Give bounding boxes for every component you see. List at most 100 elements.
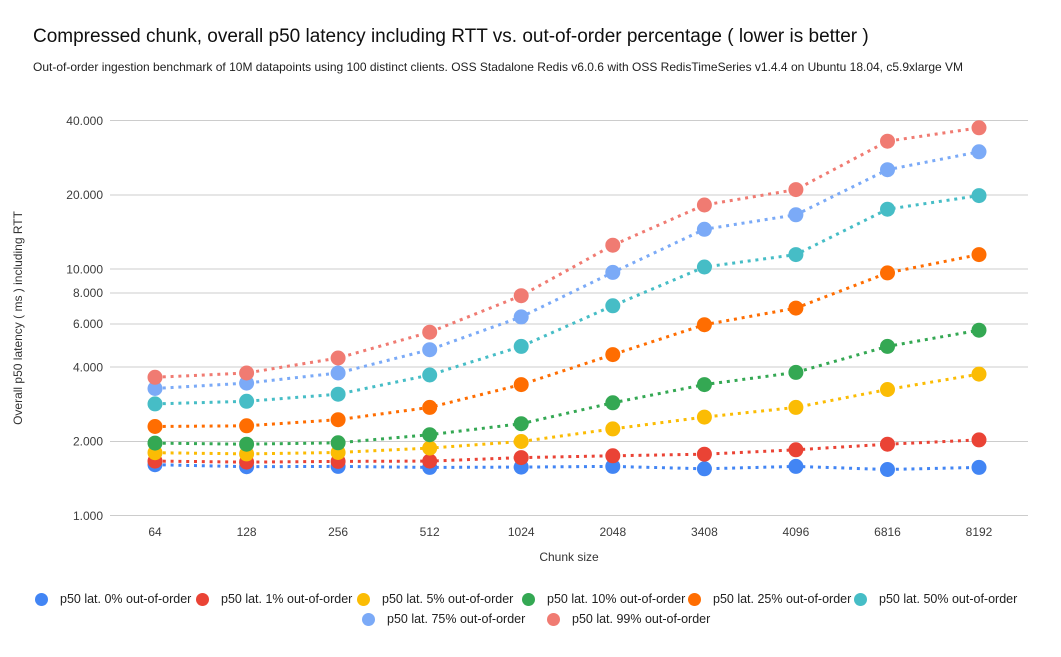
data-point[interactable] [330,435,346,451]
data-point[interactable] [696,317,712,333]
data-point[interactable] [422,453,438,469]
data-point[interactable] [971,144,987,160]
legend-dot-5pct-icon [357,592,370,606]
data-point[interactable] [513,309,529,325]
data-point[interactable] [605,264,621,280]
legend-item-99pct: p50 lat. 99% out-of-order [547,612,710,626]
data-point[interactable] [147,396,163,412]
legend-label: p50 lat. 99% out-of-order [572,612,711,626]
data-point[interactable] [971,459,987,475]
data-point[interactable] [788,399,804,415]
data-point[interactable] [147,419,163,434]
legend-item-25pct: p50 lat. 25% out-of-order [688,592,851,606]
data-point[interactable] [605,458,621,474]
data-point[interactable] [788,247,804,263]
data-point[interactable] [788,182,804,198]
data-point[interactable] [239,365,255,381]
data-point[interactable] [330,350,346,366]
data-point[interactable] [605,347,621,363]
data-point[interactable] [696,461,712,477]
x-tick-label: 64 [148,525,162,539]
data-point[interactable] [880,265,895,281]
data-point[interactable] [696,259,712,275]
x-axis-title: Chunk size [539,550,599,564]
data-point[interactable] [971,432,987,448]
data-point[interactable] [422,427,438,443]
data-point[interactable] [605,395,621,411]
data-point[interactable] [513,416,529,432]
data-point[interactable] [513,450,529,466]
legend-label: p50 lat. 5% out-of-order [382,592,514,606]
legend-label: p50 lat. 75% out-of-order [387,612,526,626]
series-line [154,463,980,472]
data-point[interactable] [330,365,346,381]
data-point[interactable] [880,201,895,217]
data-point[interactable] [696,409,712,425]
data-point[interactable] [513,377,529,393]
data-point[interactable] [147,381,163,396]
legend-label: p50 lat. 0% out-of-order [60,592,192,606]
data-point[interactable] [880,382,895,397]
data-point[interactable] [971,247,987,263]
legend-item-0pct: p50 lat. 0% out-of-order [35,592,191,606]
series-line [154,253,980,428]
data-point[interactable] [880,462,895,477]
data-point[interactable] [971,120,987,136]
y-tick-label: 1.000 [73,509,103,523]
y-tick-label: 40.000 [66,114,103,128]
series-line [154,438,980,464]
data-point[interactable] [239,393,255,409]
data-point[interactable] [696,446,712,462]
data-point[interactable] [971,366,987,382]
data-point[interactable] [239,436,255,452]
chart-subtitle: Out-of-order ingestion benchmark of 10M … [33,60,964,74]
data-point[interactable] [605,237,621,253]
x-tick-label: 8192 [966,525,993,539]
data-point[interactable] [330,412,346,428]
data-point[interactable] [880,338,895,354]
data-point[interactable] [788,458,804,474]
data-point[interactable] [880,133,895,149]
data-point[interactable] [422,367,438,383]
legend-item-5pct: p50 lat. 5% out-of-order [357,592,513,606]
data-point[interactable] [788,442,804,458]
y-tick-label: 2.000 [73,435,103,449]
data-point[interactable] [696,377,712,393]
data-point[interactable] [971,188,987,204]
data-point[interactable] [971,322,987,338]
data-point[interactable] [605,448,621,464]
data-point[interactable] [422,342,438,358]
data-point[interactable] [696,197,712,213]
data-point[interactable] [880,436,895,452]
y-tick-label: 4.000 [73,360,103,374]
y-tick-label: 10.000 [66,262,103,276]
data-point[interactable] [513,288,529,304]
data-point[interactable] [513,434,529,449]
y-tick-label: 20.000 [66,188,103,202]
data-point[interactable] [605,298,621,314]
x-tick-label: 3408 [691,525,718,539]
data-point[interactable] [788,364,804,380]
data-point[interactable] [513,338,529,354]
data-point[interactable] [147,369,163,385]
x-tick-label: 512 [420,525,440,539]
x-tick-label: 256 [328,525,348,539]
legend-item-75pct: p50 lat. 75% out-of-order [362,612,525,626]
data-point[interactable] [880,162,895,178]
data-point[interactable] [788,300,804,316]
data-point[interactable] [422,440,438,456]
x-tick-label: 6816 [874,525,901,539]
y-tick-label: 6.000 [73,317,103,331]
data-point[interactable] [147,435,163,451]
series-line [154,328,980,446]
legend-dot-50pct-icon [854,592,867,606]
data-point[interactable] [239,418,255,434]
data-point[interactable] [696,221,712,237]
data-point[interactable] [788,207,804,223]
data-point[interactable] [605,421,621,437]
legend-label: p50 lat. 25% out-of-order [713,592,852,606]
data-point[interactable] [422,324,438,340]
data-point[interactable] [422,399,438,415]
data-point[interactable] [330,386,346,402]
